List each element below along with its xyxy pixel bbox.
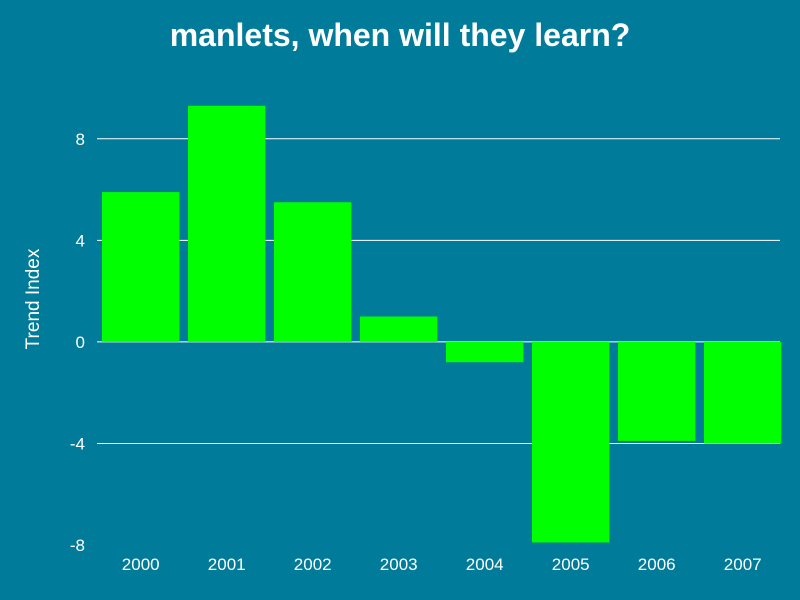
chart-title: manlets, when will they learn? bbox=[170, 17, 631, 53]
y-tick-labels: -8 -4 0 4 8 bbox=[70, 130, 85, 555]
y-tick-label: 8 bbox=[76, 130, 85, 149]
x-tick-label: 2007 bbox=[724, 555, 762, 574]
bar-2003 bbox=[360, 316, 438, 342]
x-tick-label: 2004 bbox=[466, 555, 504, 574]
bar-2002 bbox=[274, 202, 352, 342]
x-tick-label: 2001 bbox=[208, 555, 246, 574]
x-tick-label: 2002 bbox=[294, 555, 332, 574]
y-axis-label: Trend Index bbox=[23, 248, 44, 349]
x-tick-label: 2003 bbox=[380, 555, 418, 574]
y-tick-label: 0 bbox=[76, 333, 85, 352]
bar-2007 bbox=[704, 341, 782, 444]
x-tick-label: 2000 bbox=[122, 555, 160, 574]
bar-2004 bbox=[446, 341, 524, 363]
y-tick-label: -8 bbox=[70, 536, 85, 555]
bar-2001 bbox=[188, 105, 266, 342]
y-tick-label: 4 bbox=[76, 231, 85, 250]
bar-2005 bbox=[532, 341, 610, 543]
x-tick-label: 2005 bbox=[552, 555, 590, 574]
x-tick-label: 2006 bbox=[638, 555, 676, 574]
bars bbox=[102, 105, 782, 543]
bar-2000 bbox=[102, 192, 180, 342]
x-tick-labels: 2000 2001 2002 2003 2004 2005 2006 2007 bbox=[122, 555, 762, 574]
y-tick-label: -4 bbox=[70, 434, 85, 453]
bar-2006 bbox=[618, 341, 696, 441]
